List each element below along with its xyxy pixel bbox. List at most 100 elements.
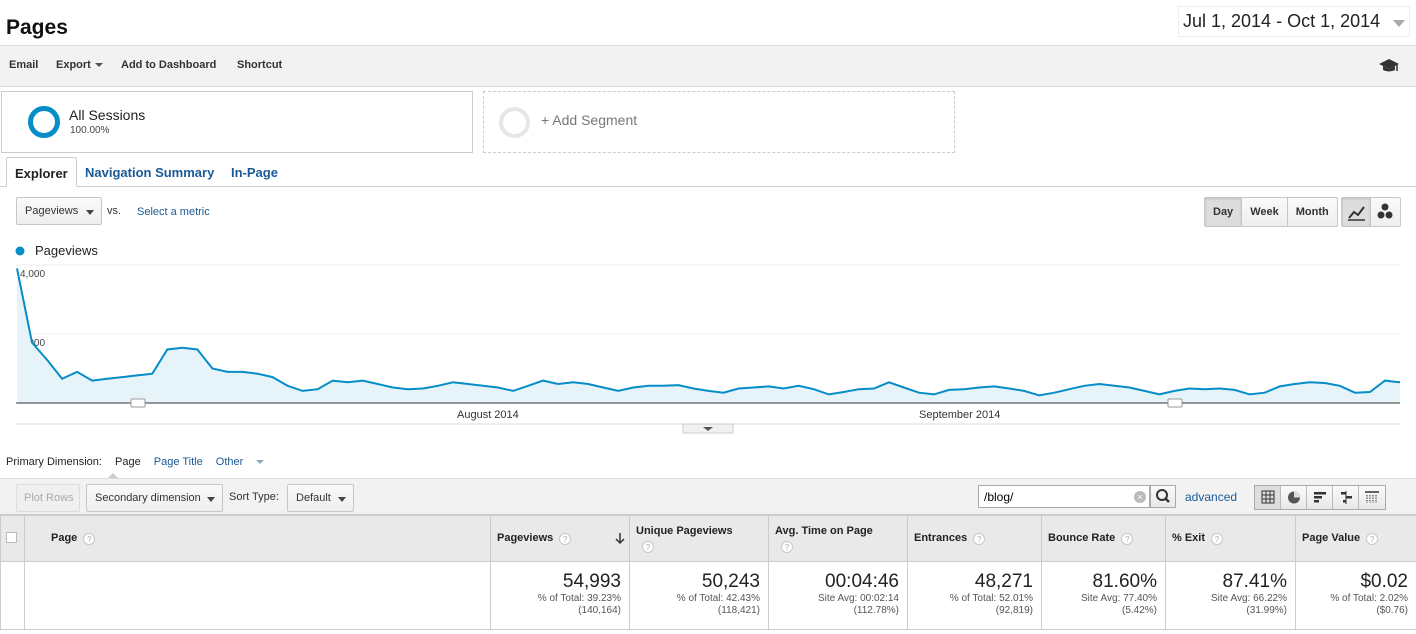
data-point[interactable] <box>1155 389 1165 399</box>
data-point[interactable] <box>268 372 278 382</box>
column-header-page[interactable]: Page? <box>24 515 491 562</box>
help-icon[interactable]: ? <box>1121 532 1134 545</box>
data-point[interactable] <box>1200 384 1210 394</box>
data-point[interactable] <box>1139 386 1149 396</box>
data-point[interactable] <box>689 384 699 394</box>
plot-rows-button[interactable]: Plot Rows <box>16 484 80 512</box>
data-point[interactable] <box>553 379 563 389</box>
data-point[interactable] <box>1109 381 1119 391</box>
data-point[interactable] <box>628 383 638 393</box>
data-point[interactable] <box>704 386 714 396</box>
shortcut-button[interactable]: Shortcut <box>237 59 283 71</box>
data-point[interactable] <box>764 381 774 391</box>
data-point[interactable] <box>117 372 127 382</box>
column-header-entrances[interactable]: Entrances? <box>907 515 1042 562</box>
data-point[interactable] <box>824 389 834 399</box>
data-point[interactable] <box>1260 388 1270 398</box>
data-point[interactable] <box>794 381 804 391</box>
data-point[interactable] <box>1004 384 1014 394</box>
dimension-page[interactable]: Page <box>115 456 141 468</box>
data-point[interactable] <box>478 381 488 391</box>
data-point[interactable] <box>177 343 187 353</box>
data-point[interactable] <box>749 383 759 393</box>
annotation-marker[interactable] <box>130 398 146 408</box>
pivot-view-button[interactable] <box>1359 486 1385 509</box>
data-point[interactable] <box>658 381 668 391</box>
column-header-page-value[interactable]: Page Value? <box>1295 515 1416 562</box>
data-point[interactable] <box>223 367 233 377</box>
data-point[interactable] <box>147 369 157 379</box>
data-point[interactable] <box>523 381 533 391</box>
data-point[interactable] <box>343 377 353 387</box>
secondary-dimension-dropdown[interactable]: Secondary dimension <box>86 484 223 512</box>
dimension-other[interactable]: Other <box>216 456 275 468</box>
data-point[interactable] <box>643 381 653 391</box>
date-range-picker[interactable]: Jul 1, 2014 - Oct 1, 2014 <box>1178 6 1410 37</box>
add-to-dashboard-button[interactable]: Add to Dashboard <box>121 59 217 71</box>
data-point[interactable] <box>854 384 864 394</box>
data-table-view-button[interactable] <box>1255 486 1281 509</box>
data-point[interactable] <box>598 383 608 393</box>
data-point[interactable] <box>192 345 202 355</box>
data-point[interactable] <box>313 384 323 394</box>
column-header-pageviews[interactable]: Pageviews? <box>490 515 630 562</box>
data-point[interactable] <box>418 384 428 394</box>
data-point[interactable] <box>719 388 729 398</box>
data-point[interactable] <box>298 386 308 396</box>
data-point[interactable] <box>238 367 248 377</box>
data-point[interactable] <box>448 377 458 387</box>
table-filter-input[interactable] <box>978 485 1150 508</box>
data-point[interactable] <box>162 345 172 355</box>
data-point[interactable] <box>57 374 67 384</box>
data-point[interactable] <box>1335 381 1345 391</box>
data-point[interactable] <box>929 389 939 399</box>
data-point[interactable] <box>1094 379 1104 389</box>
data-point[interactable] <box>1124 383 1134 393</box>
data-point[interactable] <box>809 384 819 394</box>
help-icon[interactable]: ? <box>781 540 793 553</box>
data-point[interactable] <box>508 386 518 396</box>
dimension-page-title[interactable]: Page Title <box>153 456 203 468</box>
data-point[interactable] <box>433 381 443 391</box>
select-all-checkbox[interactable] <box>6 531 17 543</box>
data-point[interactable] <box>839 387 849 397</box>
data-point[interactable] <box>1275 381 1285 391</box>
add-segment-button[interactable]: + Add Segment <box>483 91 955 153</box>
clear-filter-icon[interactable]: × <box>1134 491 1146 503</box>
data-point[interactable] <box>673 380 683 390</box>
help-icon[interactable]: ? <box>83 532 96 545</box>
search-button[interactable] <box>1150 485 1176 508</box>
data-point[interactable] <box>613 386 623 396</box>
metric-dropdown[interactable]: Pageviews <box>16 197 102 225</box>
data-point[interactable] <box>1215 384 1225 394</box>
data-point[interactable] <box>1170 386 1180 396</box>
data-point[interactable] <box>42 355 52 365</box>
data-point[interactable] <box>102 374 112 384</box>
data-point[interactable] <box>989 381 999 391</box>
help-icon[interactable]: ? <box>1366 532 1379 545</box>
data-point[interactable] <box>1079 381 1089 391</box>
column-header-unique-pageviews[interactable]: Unique Pageviews? <box>629 515 769 562</box>
line-chart-button[interactable] <box>1342 198 1371 226</box>
week-button[interactable]: Week <box>1242 198 1288 226</box>
motion-chart-button[interactable] <box>1371 198 1400 226</box>
data-point[interactable] <box>1320 378 1330 388</box>
data-point[interactable] <box>1245 389 1255 399</box>
data-point[interactable] <box>1230 385 1240 395</box>
data-point[interactable] <box>1350 388 1360 398</box>
data-point[interactable] <box>869 384 879 394</box>
data-point[interactable] <box>207 364 217 374</box>
column-header-bounce-rate[interactable]: Bounce Rate? <box>1041 515 1166 562</box>
select-metric-link[interactable]: Select a metric <box>137 206 210 218</box>
data-point[interactable] <box>373 379 383 389</box>
data-point[interactable] <box>493 383 503 393</box>
data-point[interactable] <box>974 383 984 393</box>
export-button[interactable]: Export <box>56 59 103 71</box>
data-point[interactable] <box>328 376 338 386</box>
data-point[interactable] <box>568 377 578 387</box>
data-point[interactable] <box>914 388 924 398</box>
segment-all-sessions[interactable]: All Sessions 100.00% <box>1 91 473 153</box>
column-header-avg-time[interactable]: Avg. Time on Page? <box>768 515 908 562</box>
data-point[interactable] <box>734 384 744 394</box>
data-point[interactable] <box>12 263 22 273</box>
